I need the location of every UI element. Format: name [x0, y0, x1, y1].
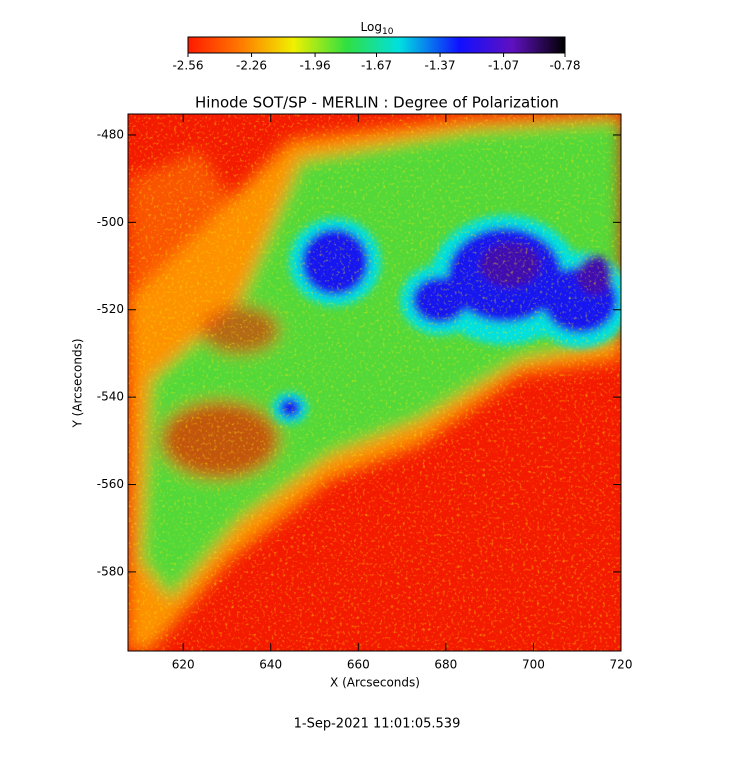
- colorbar-tick-label: -0.78: [549, 59, 580, 73]
- y-tick-label: -520: [97, 302, 124, 316]
- x-axis-label: X (Arcseconds): [330, 676, 420, 690]
- chart-title: Hinode SOT/SP - MERLIN : Degree of Polar…: [195, 94, 559, 112]
- colorbar-tick-label: -2.26: [236, 59, 267, 73]
- y-axis-label: Y (Arcseconds): [71, 338, 85, 428]
- y-tick-label: -480: [97, 127, 124, 141]
- colorbar-tick-label: -2.56: [172, 59, 203, 73]
- x-tick-label: 620: [172, 658, 195, 672]
- colorbar-tick-label: -1.07: [488, 59, 519, 73]
- x-tick-label: 720: [610, 658, 633, 672]
- timestamp: 1-Sep-2021 11:01:05.539: [294, 717, 461, 732]
- x-tick-label: 680: [434, 658, 457, 672]
- y-tick-label: -560: [97, 477, 124, 491]
- colorbar-label-base: Log: [361, 20, 382, 34]
- x-tick-label: 700: [522, 658, 545, 672]
- x-tick-label: 640: [259, 658, 282, 672]
- x-tick-label: 660: [347, 658, 370, 672]
- axes: 620 640 660 680 700 720 -480 -500 -520 -540 -560 -5…: [97, 114, 633, 672]
- colorbar-label-subscript: 10: [382, 27, 394, 37]
- colorbar-tick-label: -1.37: [425, 59, 456, 73]
- y-tick-label: -580: [97, 564, 124, 578]
- colorbar-label: Log10: [361, 20, 394, 37]
- colorbar-ticks: -2.56 -2.26 -1.96 -1.67 -1.37 -1.07 -0.78: [172, 53, 581, 73]
- y-tick-label: -540: [97, 390, 124, 404]
- heatmap-image: [128, 114, 621, 651]
- colorbar-tick-label: -1.96: [300, 59, 331, 73]
- y-tick-label: -500: [97, 215, 124, 229]
- colorbar: [187, 36, 566, 54]
- plot-frame: [127, 113, 622, 652]
- colorbar-tick-label: -1.67: [361, 59, 392, 73]
